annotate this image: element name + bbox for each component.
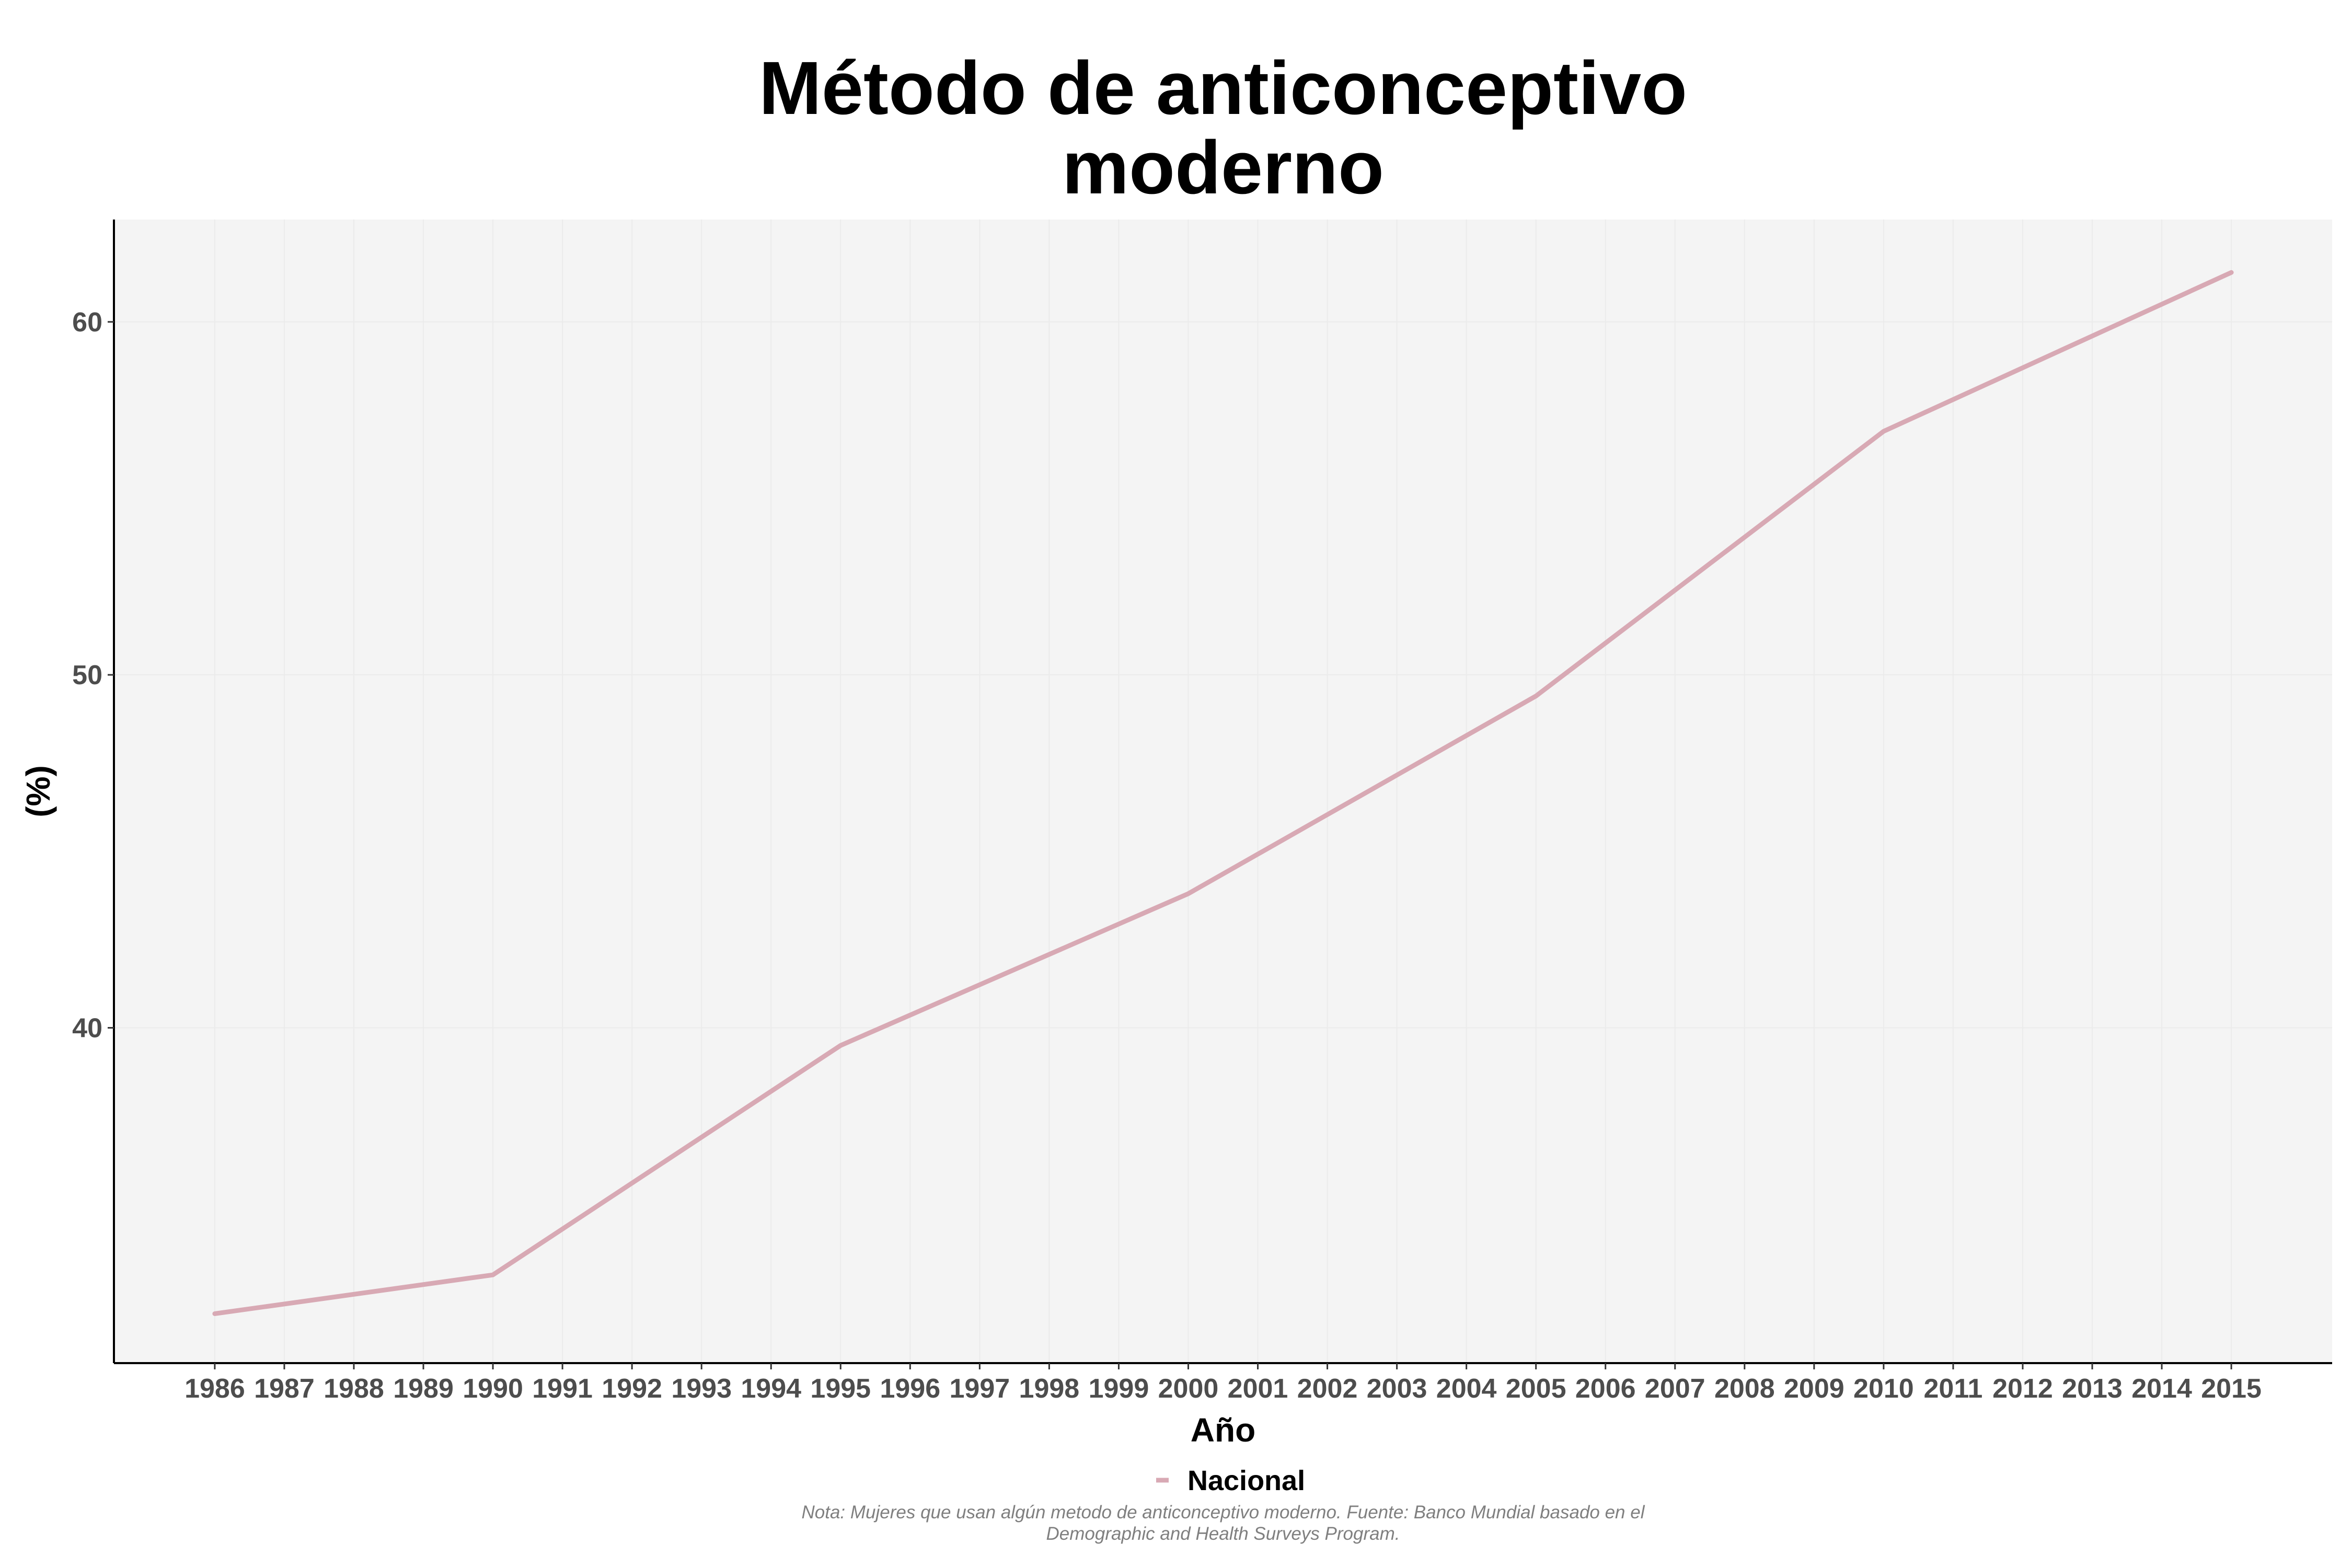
y-tick-label: 50 — [72, 660, 102, 690]
x-tick-label: 1986 — [185, 1374, 245, 1404]
x-tick-label: 1993 — [671, 1374, 732, 1404]
x-tick-label: 1988 — [324, 1374, 384, 1404]
x-axis-title: Año — [1191, 1411, 1255, 1449]
x-tick-label: 2001 — [1228, 1374, 1288, 1404]
x-tick-label: 1997 — [950, 1374, 1010, 1404]
x-tick-label: 1996 — [880, 1374, 940, 1404]
y-axis-ticks: 40 50 60 — [72, 307, 114, 1043]
y-tick-label: 60 — [72, 307, 102, 338]
x-tick-label: 2000 — [1158, 1374, 1219, 1404]
x-tick-label: 1998 — [1019, 1374, 1080, 1404]
x-tick-label: 2003 — [1367, 1374, 1427, 1404]
x-tick-label: 2004 — [1436, 1374, 1497, 1404]
chart-title-line-2: moderno — [1062, 125, 1384, 210]
x-tick-label: 1991 — [532, 1374, 593, 1404]
x-tick-label: 1999 — [1089, 1374, 1149, 1404]
x-tick-label: 2014 — [2131, 1374, 2192, 1404]
x-tick-label: 2008 — [1714, 1374, 1775, 1404]
x-tick-label: 2006 — [1575, 1374, 1636, 1404]
x-tick-label: 1995 — [810, 1374, 871, 1404]
plot-panel — [114, 220, 2332, 1363]
x-tick-label: 2007 — [1645, 1374, 1705, 1404]
caption-line-2: Demographic and Health Surveys Program. — [1046, 1524, 1400, 1544]
x-tick-label: 2011 — [1924, 1374, 1983, 1404]
x-tick-label: 1990 — [463, 1374, 523, 1404]
grid-lines — [114, 220, 2332, 1363]
x-tick-label: 2005 — [1506, 1374, 1566, 1404]
y-tick-label: 40 — [72, 1013, 102, 1043]
x-tick-label: 1987 — [254, 1374, 315, 1404]
x-tick-label: 1992 — [602, 1374, 662, 1404]
x-axis-ticks: 1986 1987 1988 1989 1990 1991 1992 1993 1994 1995… — [185, 1363, 2262, 1404]
x-tick-label: 2013 — [2062, 1374, 2123, 1404]
series-layer — [212, 270, 2234, 1316]
x-tick-label: 2015 — [2201, 1374, 2262, 1404]
chart-title-line-1: Método de anticonceptivo — [759, 46, 1687, 130]
x-tick-label: 1989 — [393, 1374, 454, 1404]
caption-line-1: Nota: Mujeres que usan algún metodo de a… — [802, 1502, 1645, 1523]
series-line-nacional — [212, 270, 2234, 1316]
x-tick-label: 2002 — [1297, 1374, 1358, 1404]
legend-label-nacional: Nacional — [1187, 1465, 1305, 1496]
y-axis-title: (%) — [19, 765, 57, 817]
x-tick-label: 2010 — [1853, 1374, 1914, 1404]
x-tick-label: 2009 — [1784, 1374, 1844, 1404]
legend: Nacional — [1156, 1465, 1305, 1496]
x-tick-label: 1994 — [741, 1374, 801, 1404]
x-tick-label: 2012 — [1992, 1374, 2053, 1404]
